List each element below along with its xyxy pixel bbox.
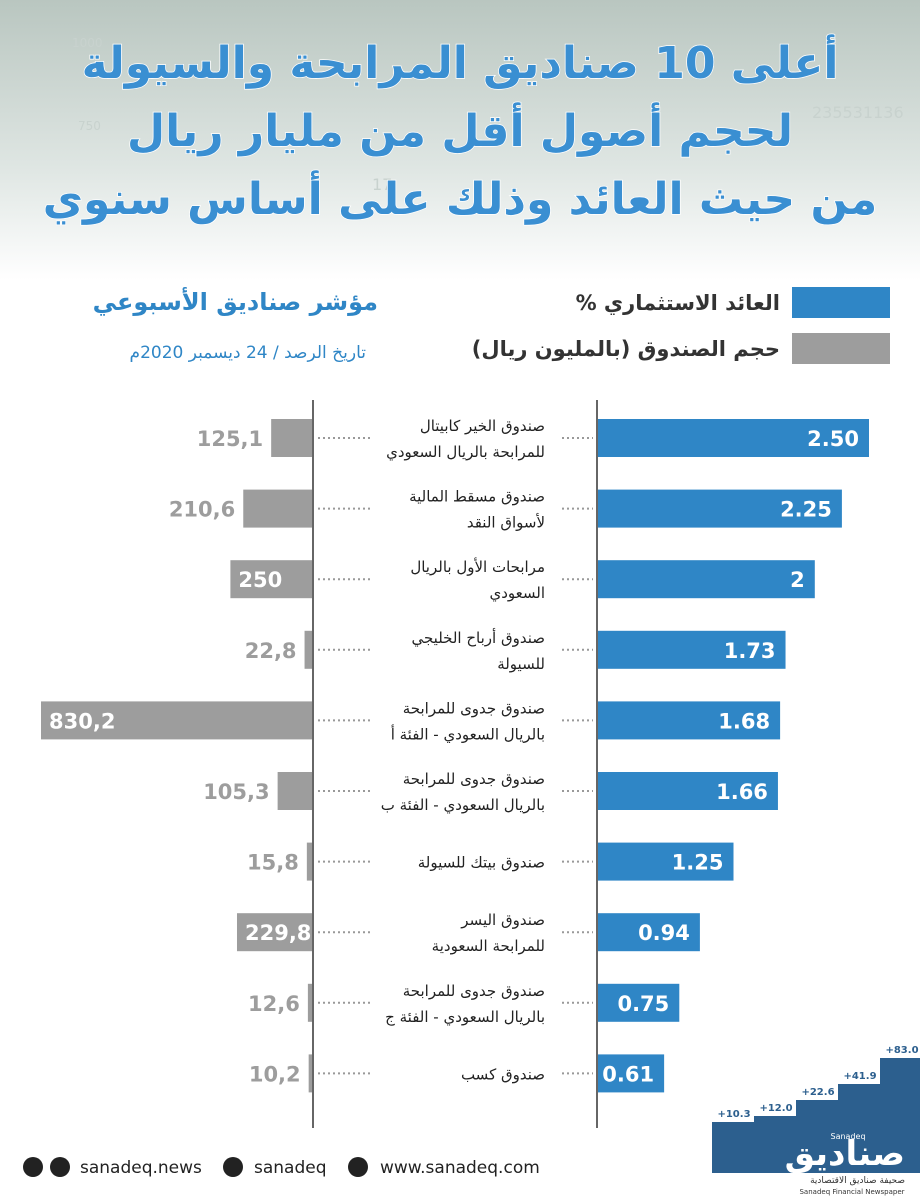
return-label: 2 <box>790 568 805 592</box>
return-bar <box>598 630 786 669</box>
return-bar <box>598 701 781 740</box>
return-bar <box>598 1054 665 1093</box>
category-label: صندوق الخير كابيتال <box>420 417 545 435</box>
size-label: 15,8 <box>247 851 299 875</box>
tagline: صحيفة صناديق الاقتصادية <box>810 1176 905 1186</box>
return-label: 1.25 <box>672 851 724 875</box>
twitter-icon <box>223 1157 243 1177</box>
legend-label: حجم الصندوق (بالمليون ريال) <box>472 337 780 361</box>
step-label: +22.6 <box>801 1087 834 1098</box>
return-bar <box>598 913 700 952</box>
step <box>838 1084 880 1128</box>
return-label: 1.66 <box>716 780 768 804</box>
return-bar <box>598 560 815 599</box>
category-label: صندوق أرباح الخليجي <box>412 628 546 648</box>
size-label: 12,6 <box>248 992 300 1016</box>
return-label: 2.50 <box>807 427 859 451</box>
subtitle: مؤشر صناديق الأسبوعي <box>93 287 378 316</box>
step <box>796 1100 838 1128</box>
bg-number: 235531136 <box>812 103 904 122</box>
size-label: 22,8 <box>245 639 297 663</box>
size-bar <box>41 701 312 740</box>
logo-band <box>712 1128 920 1173</box>
size-bar <box>307 983 312 1022</box>
date: تاريخ الرصد / 24 ديسمبر 2020م <box>130 343 367 363</box>
category-label: للسيولة <box>497 655 545 673</box>
category-label: بالريال السعودي - الفئة ج <box>385 1008 545 1027</box>
title-line: من حيث العائد وذلك على أساس سنوي <box>43 170 878 225</box>
size-bar <box>306 842 312 881</box>
return-label: 0.61 <box>602 1062 654 1086</box>
category-label: لأسواق النقد <box>467 513 545 532</box>
title-line: لحجم أصول أقل من مليار ريال <box>127 102 793 157</box>
step-label: +41.9 <box>843 1071 876 1082</box>
category-label: مرابحات الأول بالريال <box>410 557 545 576</box>
return-label: 1.68 <box>718 709 770 733</box>
category-label: صندوق بيتك للسيولة <box>418 854 545 872</box>
size-bar <box>271 419 312 457</box>
size-bar <box>236 913 312 952</box>
size-bar <box>277 772 312 810</box>
return-bar <box>598 419 869 457</box>
social-handle: sanadeq <box>254 1158 327 1178</box>
legend-label: العائد الاستثماري % <box>576 291 780 316</box>
legend-swatch <box>792 287 890 318</box>
return-bar <box>598 489 842 528</box>
footer: sanadeq.news sanadeq www.sanadeq.com صنا… <box>23 1132 905 1196</box>
return-label: 0.75 <box>617 992 669 1016</box>
return-bar <box>598 842 734 881</box>
size-bar <box>308 1054 312 1093</box>
category-label: صندوق جدوى للمرابحة <box>403 699 545 717</box>
web-icon <box>348 1157 368 1177</box>
logo-en: Sanadeq <box>830 1132 865 1141</box>
category-label: صندوق اليسر <box>460 911 545 929</box>
category-label: بالريال السعودي - الفئة أ <box>391 724 545 744</box>
step <box>880 1058 920 1128</box>
category-label: السعودي <box>489 584 545 603</box>
category-label: صندوق جدوى للمرابحة <box>403 982 545 1000</box>
category-label: للمرابحة بالريال السعودي <box>386 443 545 462</box>
category-label: صندوق مسقط المالية <box>409 488 545 506</box>
category-label: بالريال السعودي - الفئة ب <box>381 796 545 815</box>
return-label: 2.25 <box>780 498 832 522</box>
background-numbers: 1000 750 235531136 17 <box>72 36 904 194</box>
instagram-icon <box>50 1157 70 1177</box>
bg-number: 1000 <box>72 36 103 50</box>
size-label: 830,2 <box>49 709 115 733</box>
category-label: صندوق كسب <box>461 1065 545 1083</box>
step-label: +12.0 <box>759 1103 792 1114</box>
size-bar <box>304 630 312 669</box>
header-background <box>0 0 920 280</box>
return-bar <box>598 983 680 1022</box>
social-handle: sanadeq.news <box>80 1158 202 1178</box>
size-label: 250 <box>238 568 282 592</box>
category-label: للمرابحة السعودية <box>432 937 545 955</box>
return-bar <box>598 772 778 810</box>
step <box>712 1122 754 1128</box>
size-label: 105,3 <box>203 780 269 804</box>
tagline-en: Sanadeq Financial Newspaper <box>799 1188 904 1196</box>
category-label: صندوق جدوى للمرابحة <box>403 770 545 788</box>
step-label: +83.0 <box>885 1045 918 1056</box>
legend-swatch <box>792 333 890 364</box>
bg-number: 17 <box>372 175 392 194</box>
facebook-icon <box>23 1157 43 1177</box>
return-label: 0.94 <box>638 921 690 945</box>
size-bar <box>243 489 312 528</box>
return-label: 1.73 <box>724 639 776 663</box>
size-label: 229,8 <box>245 921 311 945</box>
website: www.sanadeq.com <box>380 1158 540 1178</box>
logo: صناديق <box>785 1134 905 1174</box>
size-label: 10,2 <box>249 1062 301 1086</box>
title: أعلى 10 صناديق المرابحة والسيولة لحجم أص… <box>42 33 878 226</box>
step-label: +10.3 <box>717 1109 750 1120</box>
size-label: 125,1 <box>197 427 263 451</box>
step <box>754 1116 796 1128</box>
bg-number: 750 <box>78 119 101 133</box>
title-line: أعلى 10 صناديق المرابحة والسيولة <box>82 34 839 89</box>
decor-steps: +10.3 +12.0 +22.6 +41.9 +83.0 <box>712 1045 920 1173</box>
size-bar <box>230 560 312 599</box>
size-label: 210,6 <box>169 498 235 522</box>
